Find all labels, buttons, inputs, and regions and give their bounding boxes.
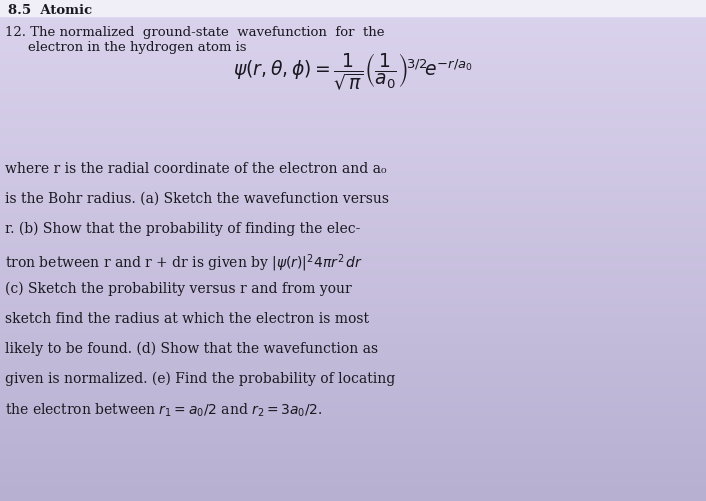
Text: likely to be found. (d) Show that the wavefunction as: likely to be found. (d) Show that the wa… bbox=[5, 341, 378, 356]
Text: r. (b) Show that the probability of finding the elec-: r. (b) Show that the probability of find… bbox=[5, 221, 360, 236]
Text: the electron between $r_1 = a_0/2$ and $r_2 = 3a_0/2$.: the electron between $r_1 = a_0/2$ and $… bbox=[5, 401, 323, 418]
Text: sketch find the radius at which the electron is most: sketch find the radius at which the elec… bbox=[5, 312, 369, 325]
Text: electron in the hydrogen atom is: electron in the hydrogen atom is bbox=[28, 41, 246, 54]
Text: 8.5  Atomic: 8.5 Atomic bbox=[8, 5, 106, 18]
Text: $\psi(r, \theta, \phi) = \dfrac{1}{\sqrt{\pi}}\left(\dfrac{1}{a_0}\right)^{\!3/2: $\psi(r, \theta, \phi) = \dfrac{1}{\sqrt… bbox=[233, 51, 473, 93]
Text: where r is the radial coordinate of the electron and a₀: where r is the radial coordinate of the … bbox=[5, 162, 386, 176]
Text: 12. The normalized  ground-state  wavefunction  for  the: 12. The normalized ground-state wavefunc… bbox=[5, 26, 385, 39]
Text: tron between r and r + dr is given by $|\psi(r)|^24\pi r^2\, dr$: tron between r and r + dr is given by $|… bbox=[5, 252, 363, 273]
Text: given is normalized. (e) Find the probability of locating: given is normalized. (e) Find the probab… bbox=[5, 371, 395, 386]
Text: (c) Sketch the probability versus r and from your: (c) Sketch the probability versus r and … bbox=[5, 282, 352, 296]
Text: is the Bohr radius. (a) Sketch the wavefunction versus: is the Bohr radius. (a) Sketch the wavef… bbox=[5, 191, 389, 205]
Bar bbox=[0, 0, 706, 17]
